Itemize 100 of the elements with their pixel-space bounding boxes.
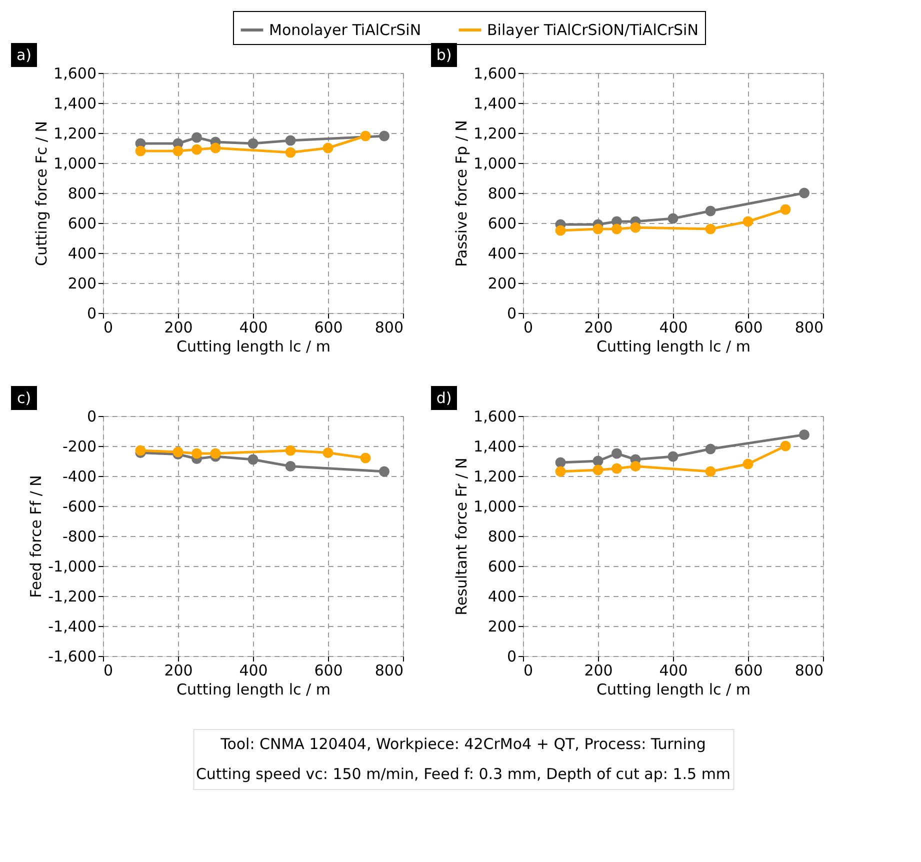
y-tick-label: 1,400 — [474, 94, 516, 112]
point — [379, 466, 390, 477]
x-tick-label: 600 — [314, 662, 343, 680]
x-tick-label: 0 — [104, 318, 114, 336]
point — [135, 445, 146, 456]
y-tick-label: -1,400 — [48, 618, 96, 636]
point — [285, 135, 296, 146]
x-tick-label: 600 — [734, 662, 763, 680]
x-tick-label: 0 — [524, 662, 534, 680]
y-tick-label: 0 — [506, 648, 516, 666]
x-tick-label: 400 — [239, 662, 268, 680]
y-tick-label: -1,000 — [48, 558, 96, 576]
y-tick-label: -400 — [62, 468, 96, 486]
x-tick-label: 600 — [734, 318, 763, 336]
y-tick-label: 1,400 — [474, 438, 516, 456]
text: Cutting speed vc: 150 m/min, Feed f: 0.3 mm, Depth of cut ap: 1.5 mm — [196, 765, 731, 783]
y-tick-label: 1,200 — [474, 468, 516, 486]
point — [322, 142, 334, 154]
x-tick-label: 200 — [164, 662, 193, 680]
point — [192, 132, 202, 143]
x-axis-title: Cutting length lc / m — [596, 338, 750, 356]
point — [799, 430, 810, 440]
point — [555, 466, 566, 477]
point — [248, 454, 258, 465]
y-tick-label: 1,000 — [474, 498, 516, 516]
x-tick-label: 200 — [164, 318, 193, 336]
chart-title: d) — [436, 389, 452, 407]
point — [705, 466, 716, 477]
y-tick-label: -1,600 — [48, 648, 96, 666]
point — [135, 146, 146, 156]
point — [322, 448, 334, 458]
point — [248, 138, 258, 149]
point — [705, 444, 716, 454]
point — [210, 142, 221, 154]
point — [360, 130, 371, 142]
y-axis-title: Resultant force Fr / N — [452, 458, 471, 616]
x-tick-label: 600 — [314, 318, 343, 336]
y-tick-label: -200 — [62, 438, 96, 456]
text: Tool: CNMA 120404, Workpiece: 42CrMo4 + QT, Process: Turning — [220, 735, 706, 753]
point — [172, 446, 184, 458]
chart-title: c) — [16, 389, 32, 407]
point — [555, 225, 566, 236]
point — [742, 458, 754, 470]
point — [630, 222, 641, 233]
point — [172, 146, 184, 156]
y-tick-label: 0 — [86, 408, 96, 426]
y-tick-label: 200 — [488, 274, 516, 292]
point — [612, 224, 622, 234]
y-tick-label: 1,400 — [54, 94, 96, 112]
x-tick-label: 800 — [374, 318, 404, 336]
y-tick-label: 800 — [68, 184, 96, 202]
x-tick-label: 400 — [659, 662, 688, 680]
point — [668, 451, 678, 462]
y-tick-label: 600 — [488, 214, 516, 232]
x-tick-label: 0 — [104, 662, 114, 680]
point — [630, 461, 641, 472]
legend-label: Monolayer TiAlCrSiN — [269, 21, 422, 39]
y-tick-label: 600 — [488, 558, 516, 576]
y-tick-label: 1,600 — [474, 408, 516, 426]
y-tick-label: 1,600 — [474, 64, 516, 82]
point — [780, 204, 791, 215]
y-tick-label: 800 — [488, 184, 516, 202]
point — [799, 188, 810, 198]
point — [780, 440, 791, 452]
point — [285, 461, 296, 472]
point — [285, 445, 296, 456]
y-tick-label: 1,200 — [54, 124, 96, 142]
point — [612, 463, 622, 474]
point — [668, 213, 678, 224]
y-tick-label: 600 — [68, 214, 96, 232]
point — [592, 464, 604, 476]
legend-label: Bilayer TiAlCrSiON/TiAlCrSiN — [487, 21, 698, 39]
x-tick-label: 800 — [794, 318, 824, 336]
x-axis-title: Cutting length lc / m — [176, 680, 330, 698]
y-tick-label: -800 — [62, 528, 96, 546]
point — [210, 448, 221, 459]
y-tick-label: 1,600 — [54, 64, 96, 82]
y-tick-label: 0 — [506, 304, 516, 322]
y-axis-title: Cutting force Fc / N — [32, 121, 51, 266]
x-tick-label: 400 — [239, 318, 268, 336]
x-tick-label: 800 — [374, 662, 404, 680]
chart-title: a) — [16, 46, 32, 64]
point — [285, 147, 296, 158]
x-tick-label: 200 — [584, 318, 613, 336]
y-tick-label: 400 — [488, 588, 516, 606]
chart-title: b) — [436, 46, 452, 64]
y-tick-label: 800 — [488, 528, 516, 546]
y-axis-title: Feed force Ff / N — [27, 475, 46, 598]
x-tick-label: 800 — [794, 662, 824, 680]
y-tick-label: -600 — [62, 498, 96, 516]
y-tick-label: 1,200 — [474, 124, 516, 142]
x-axis-title: Cutting length lc / m — [596, 680, 750, 698]
y-tick-label: -1,200 — [48, 588, 96, 606]
point — [705, 206, 716, 216]
x-tick-label: 400 — [659, 318, 688, 336]
point — [592, 224, 604, 234]
y-tick-label: 1,000 — [474, 154, 516, 172]
point — [555, 457, 566, 468]
point — [192, 144, 202, 155]
x-tick-label: 200 — [584, 662, 613, 680]
